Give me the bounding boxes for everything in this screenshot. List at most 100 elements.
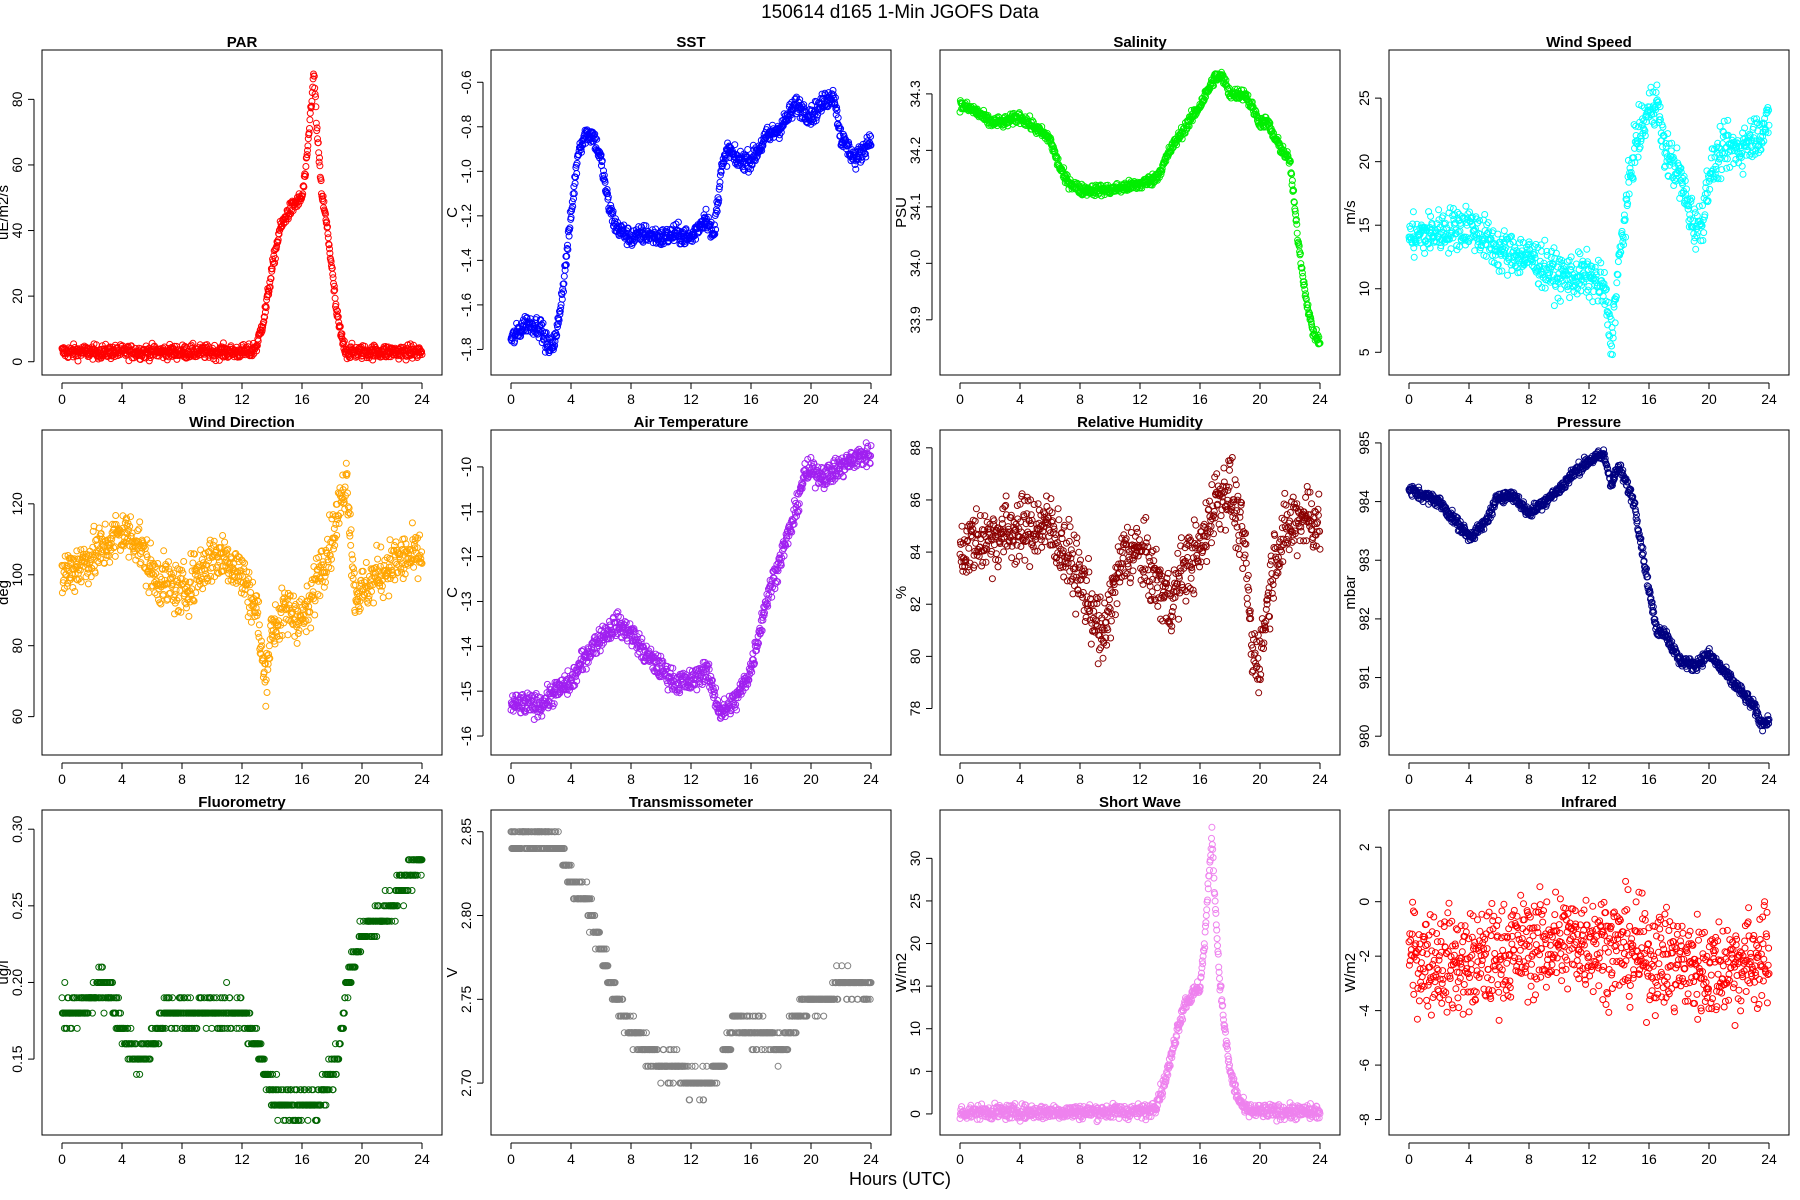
data-point: [311, 611, 319, 619]
x-tick-label: 8: [627, 391, 635, 407]
data-point: [569, 202, 577, 210]
data-point: [302, 171, 309, 179]
data-point: [203, 341, 211, 349]
y-axis-label: C: [444, 587, 461, 598]
data-point: [315, 158, 323, 166]
panel-title: Salinity: [1113, 34, 1167, 51]
data-point: [340, 337, 348, 345]
data-point: [335, 318, 343, 326]
data-point: [1700, 229, 1708, 237]
y-tick-label: -14: [458, 636, 474, 656]
data-point: [342, 459, 350, 467]
data-point: [293, 202, 301, 210]
data-point: [329, 274, 337, 282]
data-point: [560, 280, 568, 288]
data-point: [572, 173, 579, 181]
plot-frame: [1388, 49, 1790, 376]
data-point: [1293, 229, 1301, 237]
data-point: [275, 230, 283, 238]
y-tick-label: -12: [458, 546, 474, 566]
data-point: [265, 287, 273, 295]
data-point: [327, 258, 335, 266]
data-point: [1500, 227, 1508, 235]
data-point: [266, 283, 274, 291]
data-point: [568, 198, 576, 206]
data-point: [183, 604, 190, 612]
data-point: [278, 222, 286, 230]
y-tick-label: 60: [9, 157, 25, 173]
data-point: [560, 288, 567, 296]
data-point: [538, 321, 546, 329]
x-tick-label: 4: [1465, 391, 1473, 407]
data-point: [315, 149, 323, 157]
x-tick-label: 0: [956, 391, 964, 407]
y-axis-label: C: [444, 207, 461, 218]
data-point: [1567, 253, 1575, 261]
data-point: [556, 310, 564, 318]
x-tick-label: 20: [1701, 391, 1717, 407]
plot-frame: [939, 49, 1341, 376]
x-tick-label: 0: [58, 391, 66, 407]
data-point: [1738, 162, 1746, 170]
y-tick-label: -1.8: [458, 337, 474, 361]
data-point: [317, 177, 325, 185]
data-point: [1614, 258, 1622, 266]
figure-xlabel: Hours (UTC): [849, 1169, 951, 1189]
data-point: [111, 552, 119, 560]
y-tick-label: 10: [1356, 281, 1372, 297]
y-tick-label: 80: [9, 638, 25, 654]
panel-title: Wind Direction: [189, 414, 295, 431]
data-point: [1541, 236, 1549, 244]
data-point: [268, 267, 276, 275]
data-point: [73, 547, 81, 555]
x-tick-label: 8: [178, 771, 186, 787]
data-point: [1481, 211, 1489, 218]
panel-title: SST: [676, 34, 705, 51]
data-point: [1439, 212, 1447, 220]
data-point: [573, 159, 581, 167]
data-point: [379, 594, 387, 602]
data-point: [326, 245, 333, 253]
data-point: [313, 127, 321, 135]
data-point: [1634, 153, 1642, 161]
data-point: [1462, 202, 1470, 210]
panel-title: PAR: [227, 34, 258, 51]
data-point: [1692, 245, 1700, 253]
x-tick-label: 24: [1312, 391, 1328, 407]
y-axis-label: uE/m2/s: [0, 185, 12, 240]
y-tick-label: 120: [9, 492, 25, 516]
data-point: [316, 162, 324, 170]
data-point: [386, 536, 394, 544]
y-tick-label: -1.4: [458, 248, 474, 272]
data-point: [385, 592, 393, 600]
data-point: [311, 90, 319, 98]
data-point: [558, 295, 566, 303]
x-tick-label: 20: [803, 771, 819, 787]
data-point: [312, 103, 320, 111]
data-point: [557, 304, 565, 312]
data-point: [418, 351, 426, 358]
data-point: [84, 580, 92, 588]
data-point: [1585, 282, 1593, 290]
data-point: [1435, 206, 1443, 214]
data-point: [261, 303, 269, 311]
y-tick-label: 20: [1356, 154, 1372, 170]
data-point: [332, 306, 340, 314]
data-point: [1600, 269, 1608, 276]
data-point: [180, 558, 188, 565]
y-tick-label: -15: [458, 681, 474, 701]
data-point: [744, 146, 752, 153]
data-point: [418, 348, 426, 356]
data-point: [284, 631, 292, 639]
panel-title: Air Temperature: [634, 414, 749, 431]
x-tick-label: 4: [567, 391, 575, 407]
data-point: [160, 547, 168, 555]
data-point: [332, 300, 340, 308]
panel-title: Wind Speed: [1546, 34, 1632, 51]
data-point: [1288, 177, 1296, 184]
data-point: [1653, 81, 1661, 89]
data-point: [313, 124, 321, 132]
x-tick-label: 12: [234, 391, 250, 407]
data-point: [267, 275, 275, 283]
data-point: [551, 342, 559, 350]
